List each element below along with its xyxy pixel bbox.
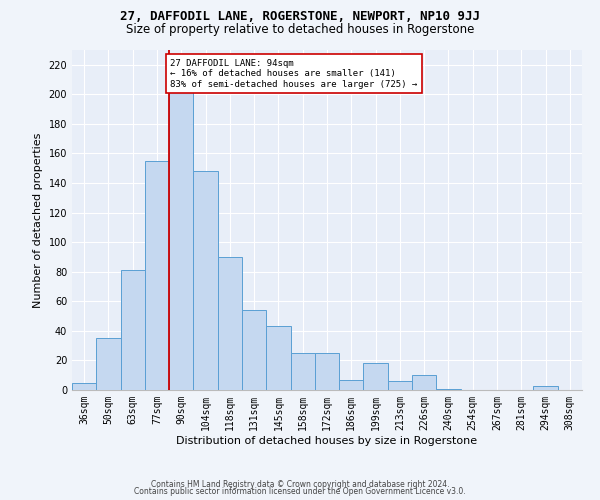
Bar [388,381,412,390]
Bar [145,161,169,390]
Bar [121,270,145,390]
Bar [364,364,388,390]
Bar [72,382,96,390]
Bar [339,380,364,390]
Bar [193,171,218,390]
Bar [96,338,121,390]
Bar [315,353,339,390]
Bar [412,375,436,390]
Text: Contains HM Land Registry data © Crown copyright and database right 2024.: Contains HM Land Registry data © Crown c… [151,480,449,489]
X-axis label: Distribution of detached houses by size in Rogerstone: Distribution of detached houses by size … [176,436,478,446]
Bar [242,310,266,390]
Bar [266,326,290,390]
Y-axis label: Number of detached properties: Number of detached properties [33,132,43,308]
Bar [533,386,558,390]
Text: Size of property relative to detached houses in Rogerstone: Size of property relative to detached ho… [126,22,474,36]
Text: Contains public sector information licensed under the Open Government Licence v3: Contains public sector information licen… [134,487,466,496]
Text: 27, DAFFODIL LANE, ROGERSTONE, NEWPORT, NP10 9JJ: 27, DAFFODIL LANE, ROGERSTONE, NEWPORT, … [120,10,480,23]
Bar [218,257,242,390]
Bar [436,388,461,390]
Bar [290,353,315,390]
Bar [169,92,193,390]
Text: 27 DAFFODIL LANE: 94sqm
← 16% of detached houses are smaller (141)
83% of semi-d: 27 DAFFODIL LANE: 94sqm ← 16% of detache… [170,59,418,88]
